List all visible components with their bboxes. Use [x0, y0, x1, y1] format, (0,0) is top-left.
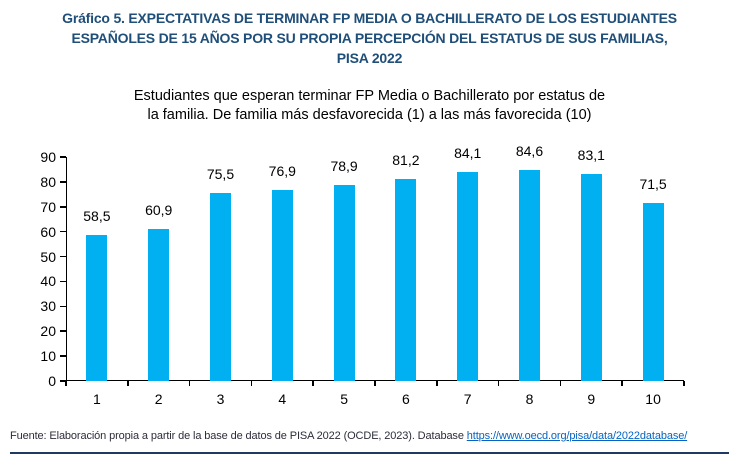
x-axis-tick: [559, 381, 562, 386]
bar-value-label: 84,6: [515, 143, 544, 160]
x-axis-category-label: 8: [525, 391, 534, 407]
bar-value-label: 81,2: [392, 151, 420, 168]
x-axis-tick: [374, 381, 376, 386]
x-axis-tick: [683, 381, 685, 386]
y-axis-label: 20: [40, 323, 56, 340]
bar-value-label: 76,9: [268, 162, 296, 179]
y-axis-label: 70: [40, 198, 56, 215]
y-axis-tick: [60, 156, 66, 158]
bar: [395, 178, 417, 381]
figure-title-line2: ESPAÑOLES DE 15 AÑOS POR SU PROPIA PERCE…: [71, 30, 668, 46]
source-text: Fuente: Elaboración propia a partir de l…: [10, 430, 467, 442]
source-link[interactable]: https://www.oecd.org/pisa/data/2022datab…: [466, 430, 688, 442]
y-axis-label: 80: [40, 173, 56, 190]
y-axis-label: 60: [40, 223, 56, 240]
y-axis-label: 50: [40, 248, 56, 265]
y-axis-tick: [60, 330, 66, 332]
bar: [642, 203, 664, 381]
bar: [271, 189, 293, 381]
bar-value-label: 75,5: [206, 166, 235, 183]
y-axis-label: 90: [40, 149, 56, 165]
bar-value-label: 78,9: [330, 157, 358, 174]
x-axis-category-label: 7: [463, 391, 472, 407]
x-axis-category-label: 2: [154, 391, 163, 407]
x-axis-category-label: 10: [645, 391, 661, 407]
figure-title: Gráfico 5. EXPECTATIVAS DE TERMINAR FP M…: [18, 8, 721, 68]
plot-area: [66, 157, 684, 381]
x-axis-category-label: 1: [93, 391, 101, 407]
x-axis-tick: [497, 381, 500, 386]
x-axis-tick: [188, 381, 191, 386]
x-axis-tick: [65, 381, 67, 386]
y-axis-tick: [60, 230, 66, 233]
x-axis-tick: [127, 381, 129, 386]
bar-value-label: 60,9: [145, 202, 173, 219]
figure-title-line1: Gráfico 5. EXPECTATIVAS DE TERMINAR FP M…: [62, 10, 677, 26]
x-axis-tick: [312, 381, 314, 386]
bar-value-label: 83,1: [577, 147, 605, 164]
y-axis-label: 40: [40, 273, 56, 290]
x-axis-category-label: 6: [402, 391, 410, 407]
x-axis-category-label: 3: [216, 391, 225, 407]
x-axis-category-label: 5: [340, 391, 348, 407]
chart-subtitle-line1: Estudiantes que esperan terminar FP Medi…: [133, 88, 606, 104]
bar: [148, 229, 170, 381]
source-note: Fuente: Elaboración propia a partir de l…: [10, 430, 735, 442]
y-axis-label: 10: [40, 348, 56, 365]
bar: [519, 170, 540, 381]
y-axis-tick: [60, 181, 66, 183]
figure-title-line3: PISA 2022: [336, 50, 403, 66]
bar: [86, 235, 108, 381]
footer-divider: [10, 452, 729, 454]
bar-value-label: 84,1: [454, 144, 482, 161]
bar-value-label: 71,5: [639, 176, 667, 193]
chart-subtitle: Estudiantes que esperan terminar FP Medi…: [40, 87, 699, 125]
chart-subtitle-line2: la familia. De familia más desfavorecida…: [147, 107, 592, 123]
bar: [210, 193, 231, 381]
bar: [333, 184, 355, 381]
y-axis-tick: [60, 255, 66, 258]
y-axis-tick: [60, 380, 66, 382]
x-axis-tick: [250, 381, 253, 386]
y-axis-label: 0: [48, 373, 56, 389]
y-axis-tick: [60, 355, 66, 357]
bar-value-label: 58,5: [83, 208, 111, 225]
y-axis-label: 30: [40, 298, 56, 315]
bar: [580, 174, 602, 381]
x-axis-category-label: 9: [587, 391, 596, 407]
y-axis-tick: [60, 305, 66, 308]
y-axis-tick: [60, 280, 66, 283]
x-axis-tick: [436, 381, 438, 386]
x-axis-tick: [621, 381, 623, 386]
x-axis-category-label: 4: [278, 391, 287, 407]
bar: [457, 171, 479, 381]
y-axis-tick: [60, 206, 66, 208]
